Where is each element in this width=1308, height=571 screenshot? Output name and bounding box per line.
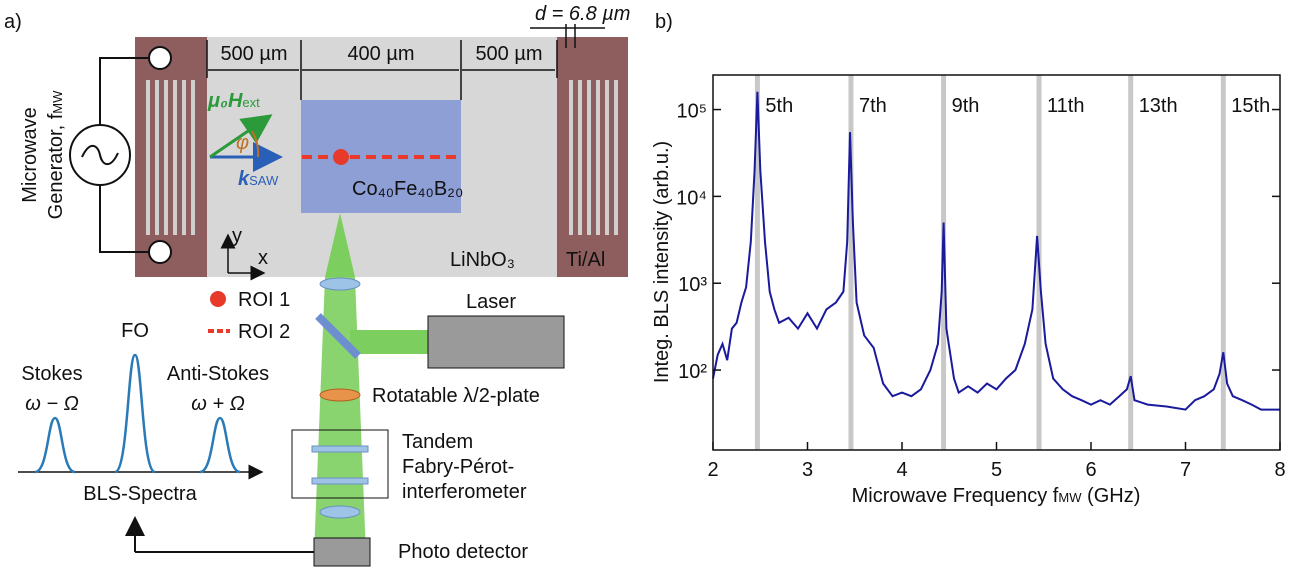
generator-label: Microwave <box>19 107 41 203</box>
x-axis-label: Microwave Frequency fMW (GHz) <box>852 485 1141 507</box>
harmonic-label: 7th <box>859 95 887 117</box>
period-label: d = 6.8 µm <box>535 3 630 25</box>
plate-label: Rotatable λ/2-plate <box>372 385 540 407</box>
panel-b: b) Integ. BLS intensity (arb.u.) Microwa… <box>651 11 1286 507</box>
y-tick-label: 10³ <box>678 274 707 296</box>
angle-label: φ <box>236 132 249 154</box>
peak-label: Anti-Stokes <box>167 363 269 385</box>
legend-label: ROI 1 <box>238 289 290 311</box>
k-label: kSAW <box>238 168 279 190</box>
interferometer-label: interferometer <box>402 481 527 503</box>
y-tick-label: 10⁵ <box>676 101 707 123</box>
legend-dot <box>210 291 226 307</box>
plot-frame <box>712 74 1281 451</box>
sine <box>81 144 119 166</box>
dimension-label: 500 µm <box>475 43 542 65</box>
axis-label: y <box>232 225 242 247</box>
dimension-label: 500 µm <box>220 43 287 65</box>
laser-label: Laser <box>466 291 516 313</box>
idt-fingers <box>145 80 197 235</box>
roi1-dot <box>333 149 349 165</box>
generator-label: Generator, fMW <box>45 90 67 219</box>
y-axis-label: Integ. BLS intensity (arb.u.) <box>651 141 673 383</box>
x-tick-label: 8 <box>1274 459 1285 481</box>
lens <box>319 505 361 519</box>
freq-label: ω + Ω <box>191 393 245 415</box>
idt-fingers <box>566 80 618 235</box>
data-line <box>712 91 1280 411</box>
beam-focus <box>325 213 355 277</box>
panel-a: a) 500 µm 400 µm 500 µm d = 6.8 µm Micro… <box>4 3 630 567</box>
detector-label: Photo detector <box>398 541 528 563</box>
interferometer-label: Fabry-Pérot- <box>402 456 514 478</box>
x-tick-label: 7 <box>1180 459 1191 481</box>
peak-label: FO <box>121 320 149 342</box>
dimension-label: 400 µm <box>347 43 414 65</box>
dimensions <box>206 24 605 100</box>
laser <box>427 315 565 369</box>
spectra-label: BLS-Spectra <box>83 483 197 505</box>
interferometer-box <box>291 429 389 499</box>
harmonic-label: 9th <box>952 95 980 117</box>
h-arrow <box>209 114 273 159</box>
contact <box>148 46 172 70</box>
field-label: μ₀Hext <box>207 90 260 112</box>
electrode-label: Ti/Al <box>566 249 605 271</box>
angle-arc <box>251 130 260 158</box>
interferometer-label: Tandem <box>402 431 473 453</box>
x-tick-label: 2 <box>707 459 718 481</box>
spectrum <box>34 353 241 474</box>
x-tick-label: 5 <box>991 459 1002 481</box>
contact <box>148 240 172 264</box>
y-tick-label: 10⁴ <box>676 187 707 209</box>
beam-splitter <box>315 313 361 359</box>
harmonic-label: 11th <box>1047 95 1084 117</box>
detector <box>313 537 371 567</box>
x-tick-label: 6 <box>1085 459 1096 481</box>
beam-laser <box>350 330 430 354</box>
wire <box>99 57 149 125</box>
harmonic-label: 15th <box>1231 95 1270 117</box>
freq-label: ω − Ω <box>25 393 79 415</box>
wire <box>99 185 149 253</box>
harmonic-label: 13th <box>1139 95 1178 117</box>
mirror <box>311 445 369 453</box>
harmonic-label: 5th <box>765 95 793 117</box>
axis-label: x <box>258 247 268 269</box>
lens <box>319 277 361 291</box>
y-tick-label: 10² <box>678 361 707 383</box>
waveplate <box>319 388 361 402</box>
legend-label: ROI 2 <box>238 321 290 343</box>
x-tick-label: 4 <box>896 459 907 481</box>
panel-label: a) <box>4 11 22 33</box>
mirror <box>311 477 369 485</box>
peak-label: Stokes <box>21 363 82 385</box>
film-label: Co₄₀Fe₄₀B₂₀ <box>352 178 463 200</box>
x-tick-label: 3 <box>802 459 813 481</box>
panel-label: b) <box>655 11 673 33</box>
substrate-label: LiNbO₃ <box>450 249 515 271</box>
